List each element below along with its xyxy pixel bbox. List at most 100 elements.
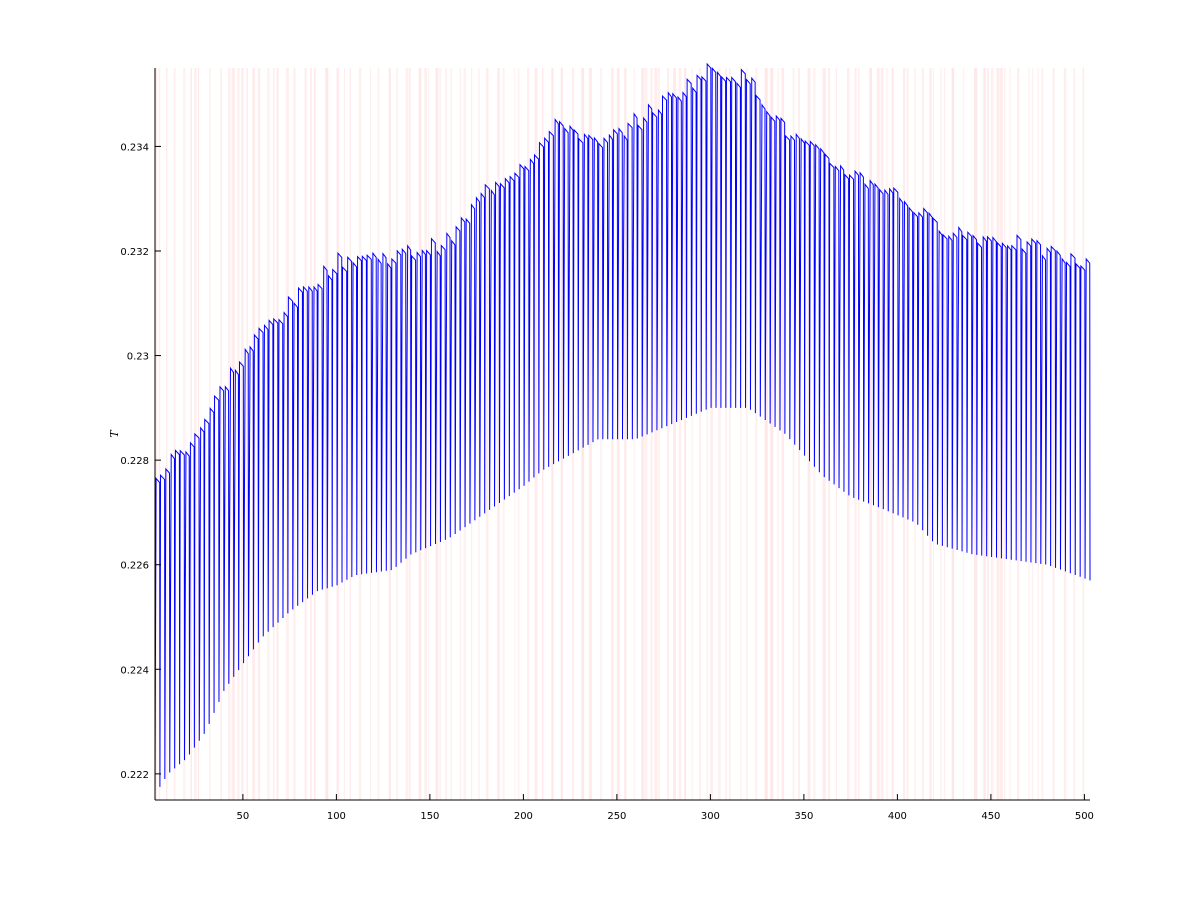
- background-band: [497, 68, 500, 800]
- background-band: [478, 68, 480, 800]
- background-band: [396, 68, 399, 800]
- background-band: [527, 68, 530, 800]
- background-band: [996, 68, 1000, 800]
- background-band: [220, 68, 222, 800]
- series-line-T: [154, 62, 1091, 792]
- background-band: [644, 68, 648, 800]
- y-tick-label: 0.226: [120, 561, 149, 572]
- x-tick-label: 100: [327, 811, 346, 822]
- y-tick-label: 0.232: [120, 247, 149, 258]
- background-band: [183, 68, 186, 800]
- background-band: [388, 68, 391, 800]
- background-band: [903, 68, 906, 800]
- background-band: [349, 68, 351, 800]
- x-tick-label: 250: [607, 811, 626, 822]
- background-band: [551, 68, 554, 800]
- background-band: [846, 68, 850, 800]
- background-band: [770, 68, 774, 800]
- background-band: [777, 68, 779, 800]
- background-band: [542, 68, 544, 800]
- background-band: [987, 68, 989, 800]
- background-band: [1028, 68, 1030, 800]
- background-band: [534, 68, 538, 800]
- background-band: [932, 68, 934, 800]
- background-band: [1052, 68, 1055, 800]
- background-band: [471, 68, 473, 800]
- background-band: [418, 68, 422, 800]
- y-tick-label: 0.222: [120, 770, 149, 781]
- background-band: [1009, 68, 1011, 800]
- background-band: [1004, 68, 1006, 800]
- background-band: [658, 68, 660, 800]
- background-band: [588, 68, 592, 800]
- background-band: [706, 68, 709, 800]
- y-tick-label: 0.23: [127, 352, 149, 363]
- background-bands: [155, 68, 1085, 800]
- background-band: [792, 68, 795, 800]
- background-band: [641, 68, 645, 800]
- series-layer: [154, 62, 1091, 792]
- background-band: [166, 68, 168, 800]
- background-band: [1017, 68, 1020, 800]
- x-tick-label: 350: [794, 811, 813, 822]
- background-band: [633, 68, 635, 800]
- background-band: [678, 68, 682, 800]
- background-band: [409, 68, 411, 800]
- background-band: [241, 68, 244, 800]
- x-tick-label: 300: [701, 811, 720, 822]
- background-band: [944, 68, 946, 800]
- background-band: [717, 68, 721, 800]
- background-band: [869, 68, 872, 800]
- background-band: [854, 68, 857, 800]
- background-band: [807, 68, 811, 800]
- background-band: [1073, 68, 1076, 800]
- y-tick-label: 0.224: [120, 665, 149, 676]
- background-band: [745, 68, 748, 800]
- y-tick-label: 0.234: [120, 142, 149, 153]
- x-tick-label: 200: [514, 811, 533, 822]
- background-band: [710, 68, 713, 800]
- x-tick-label: 50: [237, 811, 250, 822]
- background-band: [983, 68, 986, 800]
- background-band: [764, 68, 768, 800]
- background-band: [158, 68, 161, 800]
- background-band: [798, 68, 800, 800]
- background-band: [486, 68, 489, 800]
- x-tick-label: 400: [888, 811, 907, 822]
- background-band: [624, 68, 627, 800]
- background-band: [293, 68, 296, 800]
- background-band: [667, 68, 669, 800]
- background-band: [502, 68, 505, 800]
- background-band: [654, 68, 658, 800]
- background-band: [835, 68, 837, 800]
- background-band: [310, 68, 312, 800]
- background-band: [377, 68, 380, 800]
- background-band: [699, 68, 701, 800]
- background-band: [173, 68, 176, 800]
- background-band: [962, 68, 965, 800]
- background-band: [370, 68, 372, 800]
- y-axis-label: T: [108, 429, 121, 438]
- background-band: [190, 68, 192, 800]
- background-band: [1082, 68, 1085, 800]
- x-tick-label: 150: [420, 811, 439, 822]
- y-tick-label: 0.228: [120, 456, 149, 467]
- background-band: [729, 68, 731, 800]
- background-band: [673, 68, 676, 800]
- background-band: [314, 68, 316, 800]
- background-band: [650, 68, 653, 800]
- background-band: [940, 68, 942, 800]
- axes: [154, 68, 1090, 801]
- background-band: [343, 68, 345, 800]
- background-band: [1032, 68, 1034, 800]
- ticks: 50 100 150 200 250 300 350 400 450 500 0.222 0.224 0…: [120, 142, 1094, 822]
- background-band: [155, 68, 158, 800]
- background-band: [304, 68, 307, 800]
- background-band: [974, 68, 978, 800]
- background-band: [684, 68, 687, 800]
- background-band: [691, 68, 693, 800]
- background-band: [600, 68, 603, 800]
- background-band: [246, 68, 248, 800]
